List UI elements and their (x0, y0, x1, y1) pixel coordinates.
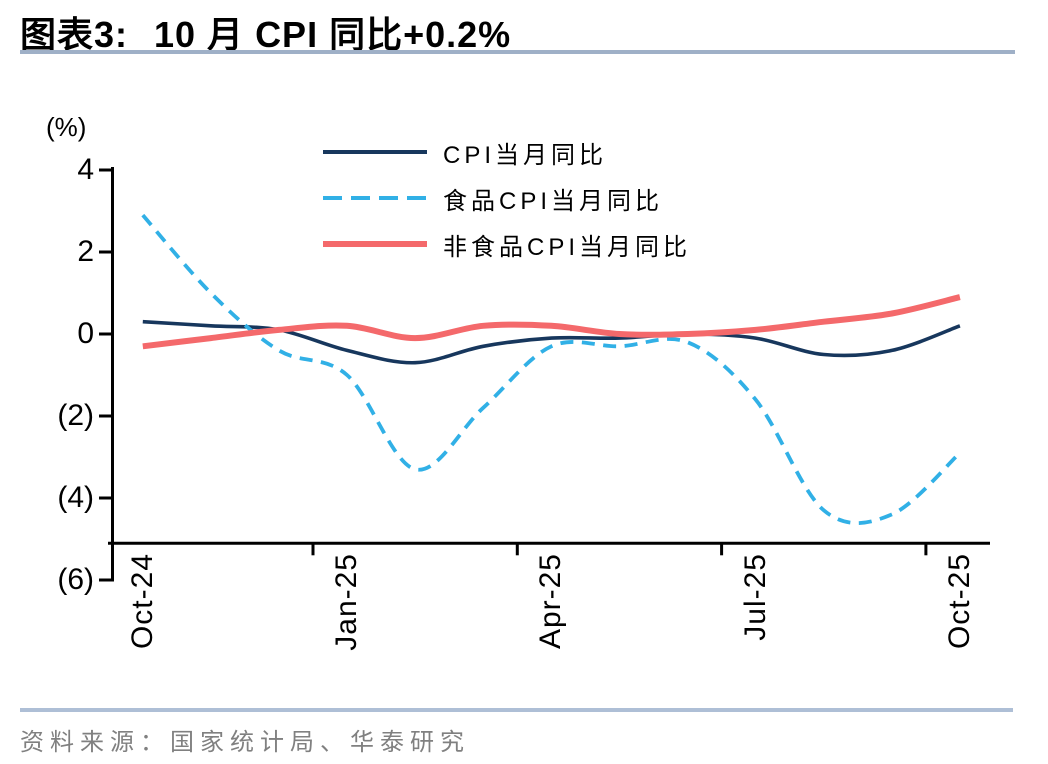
legend-label-food-cpi: 食品CPI当月同比 (443, 187, 664, 215)
y-tick-label: (2) (57, 399, 94, 432)
y-tick-label: 2 (77, 235, 94, 268)
title-underline (20, 50, 1015, 54)
legend-item-cpi: CPI当月同比 (323, 129, 691, 175)
series-line-1 (141, 213, 962, 525)
legend-item-nonfood-cpi: 非食品CPI当月同比 (323, 221, 691, 267)
x-tick-label: Jul-25 (738, 553, 772, 641)
x-tick-label: Oct-24 (125, 553, 159, 650)
legend-label-cpi: CPI当月同比 (443, 141, 608, 169)
legend-line-swatch-food-cpi (323, 196, 427, 200)
footer-divider (20, 708, 1013, 712)
chart-legend: CPI当月同比 食品CPI当月同比 非食品CPI当月同比 (323, 129, 691, 267)
legend-line-swatch-cpi (323, 150, 427, 154)
figure-title-text: 10 月 CPI 同比+0.2% (154, 14, 512, 55)
legend-item-food-cpi: 食品CPI当月同比 (323, 175, 691, 221)
figure-number-label: 图表3: (20, 14, 129, 55)
x-tick-label: Jan-25 (330, 553, 364, 651)
x-tick-label: Oct-25 (942, 553, 976, 650)
x-tick-label: Apr-25 (534, 553, 568, 650)
series-line-2 (142, 294, 961, 350)
y-tick-label: 0 (77, 317, 94, 350)
source-note: 资料来源：国家统计局、华泰研究 (20, 730, 470, 756)
legend-line-swatch-nonfood-cpi (323, 241, 427, 247)
legend-label-nonfood-cpi: 非食品CPI当月同比 (443, 233, 692, 261)
y-axis-unit-label: (%) (46, 112, 87, 142)
y-tick-label: 4 (77, 153, 94, 186)
y-tick-label: (6) (57, 563, 94, 596)
y-tick-label: (4) (57, 481, 94, 514)
chart-title: 图表3: 10 月 CPI 同比+0.2% (20, 6, 511, 58)
